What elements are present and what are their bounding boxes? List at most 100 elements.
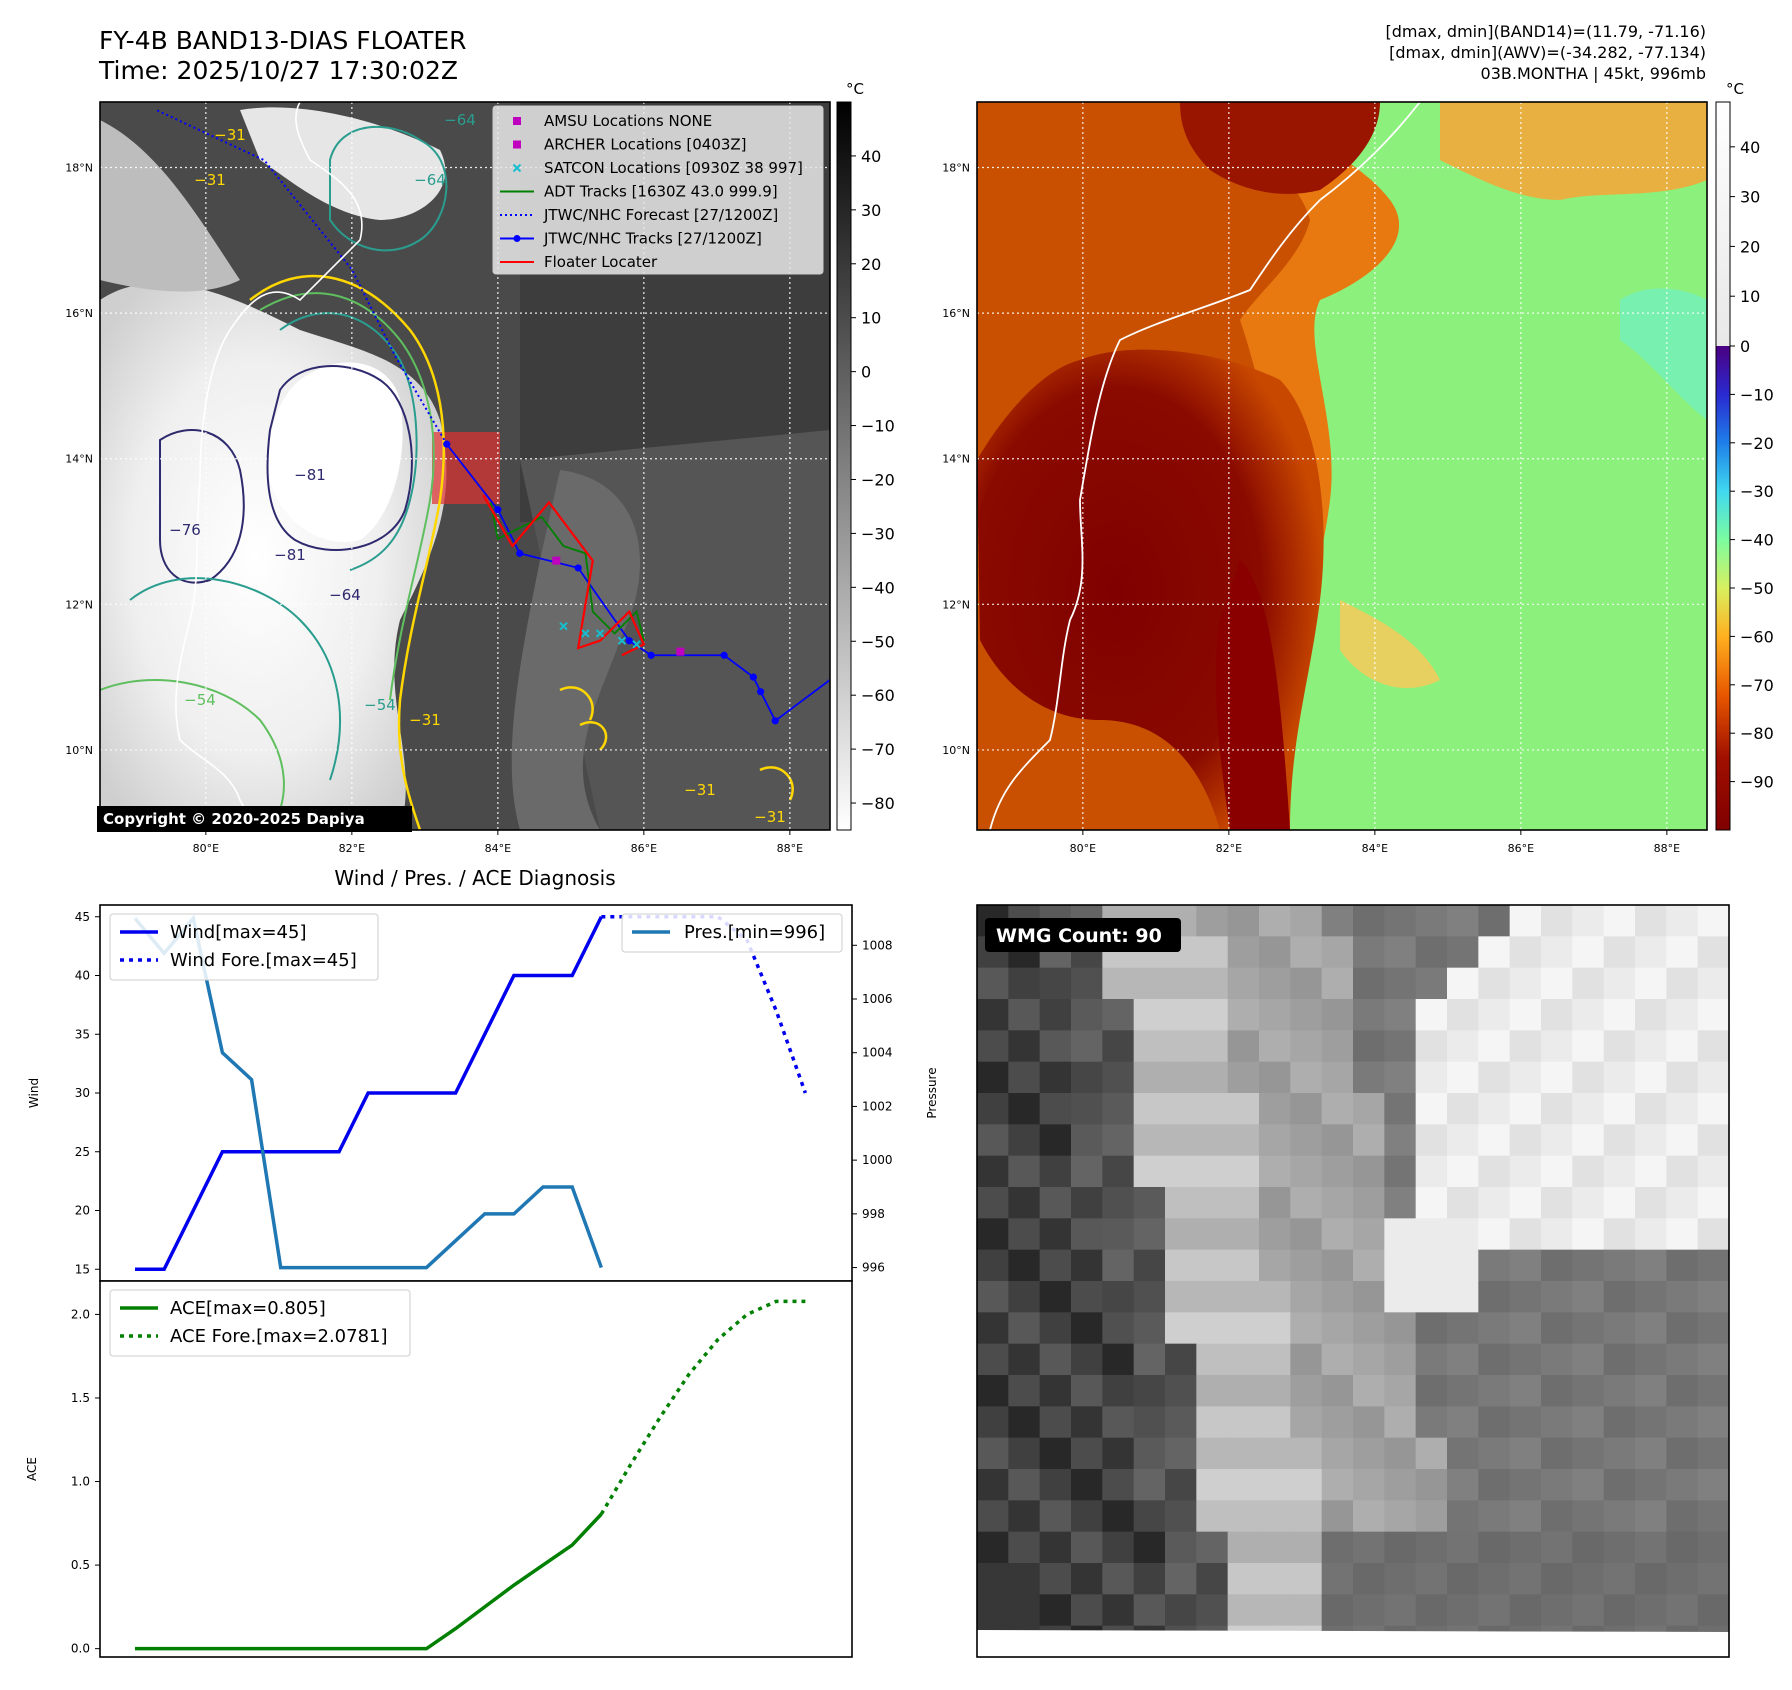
- wmg-pixel: [1541, 1030, 1573, 1063]
- wmg-pixel: [1697, 905, 1729, 937]
- wind-ytick-label: 25: [75, 1145, 90, 1159]
- wmg-pixel: [1196, 1406, 1229, 1439]
- wind-pressure-plot: 15 20 25 30 35 40 45 996 998 1000 1002 1004 1006 1008…: [75, 910, 893, 1277]
- wmg-pixel: [1666, 1030, 1699, 1063]
- wmg-pixel: [1071, 1469, 1103, 1501]
- wmg-pixel: [1227, 1500, 1260, 1533]
- wmg-pixel: [1165, 1343, 1197, 1376]
- wmg-pixel: [1603, 1469, 1636, 1501]
- ace-ytick-label: 0.0: [71, 1642, 90, 1656]
- wmg-pixel: [1165, 1218, 1197, 1251]
- wmg-pixel: [1697, 967, 1729, 1000]
- wmg-pixel: [1415, 1030, 1448, 1063]
- wmg-pixel: [1666, 1406, 1699, 1439]
- wmg-pixel: [1321, 1281, 1354, 1313]
- wmg-pixel: [1008, 1124, 1041, 1157]
- wmg-pixel: [1102, 1312, 1135, 1345]
- wmg-pixel: [1039, 1281, 1072, 1313]
- wmg-panel: [977, 905, 1729, 1657]
- wmg-pixel: [1447, 1124, 1479, 1157]
- wmg-pixel: [1196, 905, 1229, 937]
- legend-marker-square: [513, 140, 521, 149]
- wmg-pixel: [1447, 1437, 1479, 1470]
- wmg-pixel: [1165, 1249, 1197, 1282]
- wmg-pixel: [1008, 1281, 1041, 1313]
- wmg-pixel: [1478, 1312, 1511, 1345]
- awv-map: [977, 102, 1707, 830]
- wmg-pixel: [1102, 1531, 1135, 1564]
- wmg-pixel: [1165, 1563, 1197, 1595]
- wmg-pixel: [1196, 1093, 1229, 1125]
- wmg-pixel: [1196, 1030, 1229, 1063]
- wmg-pixel: [1635, 1500, 1667, 1533]
- wmg-pixel: [1509, 1249, 1542, 1282]
- wmg-pixel: [1415, 999, 1448, 1031]
- wmg-pixel: [1666, 1249, 1699, 1282]
- lon-tick-label: 80°E: [193, 842, 219, 855]
- jtwc-track-point: [720, 651, 728, 659]
- wmg-pixel: [977, 1343, 1009, 1376]
- colorbar-tick-label: 30: [1740, 188, 1760, 207]
- pressure-ytick-label: 1000: [862, 1153, 893, 1167]
- wmg-pixel: [1509, 1531, 1542, 1564]
- copyright-box: [97, 806, 412, 832]
- pressure-ytick-label: 1002: [862, 1099, 893, 1113]
- colorbar-tick-label: −80: [861, 794, 895, 813]
- wmg-pixel: [1133, 1187, 1166, 1219]
- wmg-pixel: [1039, 1406, 1072, 1439]
- wmg-pixel: [1227, 1531, 1260, 1564]
- wmg-pixel: [1603, 1093, 1636, 1125]
- wmg-pixel: [1415, 1249, 1448, 1282]
- wmg-pixel: [1071, 967, 1103, 1000]
- lon-tick-label: 86°E: [631, 842, 657, 855]
- colorbar-tick-label: 40: [861, 147, 881, 166]
- wmg-pixel: [1227, 1406, 1260, 1439]
- wmg-pixel: [1353, 1469, 1385, 1501]
- wmg-pixel: [1447, 1030, 1479, 1063]
- wmg-pixel: [1572, 1437, 1605, 1470]
- wmg-pixel: [1321, 936, 1354, 969]
- wmg-pixel: [1478, 1500, 1511, 1533]
- wmg-pixel: [1196, 1187, 1229, 1219]
- colorbar-tick-label: 20: [1740, 237, 1760, 256]
- wmg-pixel: [1509, 1030, 1542, 1063]
- wmg-pixel: [1290, 1406, 1323, 1439]
- wmg-pixel: [1259, 1093, 1291, 1125]
- wmg-pixel: [1133, 967, 1166, 1000]
- wmg-pixel: [1447, 1187, 1479, 1219]
- contour-label: −54: [184, 691, 216, 709]
- wmg-pixel: [1259, 936, 1291, 969]
- wmg-pixel: [1321, 1312, 1354, 1345]
- wmg-pixel: [1635, 1093, 1667, 1125]
- ace-forecast-legend-label: ACE Fore.[max=2.0781]: [170, 1326, 388, 1347]
- wmg-pixel: [1384, 905, 1417, 937]
- jtwc-track-point: [494, 506, 502, 514]
- wmg-pixel: [977, 1406, 1009, 1439]
- wmg-pixel: [1697, 1500, 1729, 1533]
- wmg-pixel: [1259, 1187, 1291, 1219]
- wmg-pixel: [1227, 1249, 1260, 1282]
- wmg-pixel: [1384, 936, 1417, 969]
- wmg-pixel: [1039, 1249, 1072, 1282]
- wmg-pixel: [1353, 1406, 1385, 1439]
- wmg-pixel: [1384, 1155, 1417, 1188]
- wmg-pixel: [1447, 936, 1479, 969]
- wmg-pixel: [1541, 936, 1573, 969]
- lon-tick-label: 84°E: [485, 842, 511, 855]
- wmg-pixel: [1478, 1187, 1511, 1219]
- wmg-pixel: [1039, 1093, 1072, 1125]
- wmg-pixel: [1415, 1406, 1448, 1439]
- wmg-pixel: [1102, 1030, 1135, 1063]
- wmg-pixel: [1071, 1249, 1103, 1282]
- wmg-pixel: [1133, 1594, 1166, 1627]
- wmg-pixel: [1321, 1594, 1354, 1627]
- wmg-pixel: [1008, 1563, 1041, 1595]
- pressure-ytick-label: 1004: [862, 1046, 893, 1060]
- wmg-count-label: WMG Count: 90: [996, 925, 1162, 947]
- wmg-pixel: [1541, 967, 1573, 1000]
- wmg-pixel: [1353, 1531, 1385, 1564]
- wmg-pixel: [1008, 1531, 1041, 1564]
- wmg-pixel: [1102, 1375, 1135, 1407]
- wmg-pixel: [1353, 1437, 1385, 1470]
